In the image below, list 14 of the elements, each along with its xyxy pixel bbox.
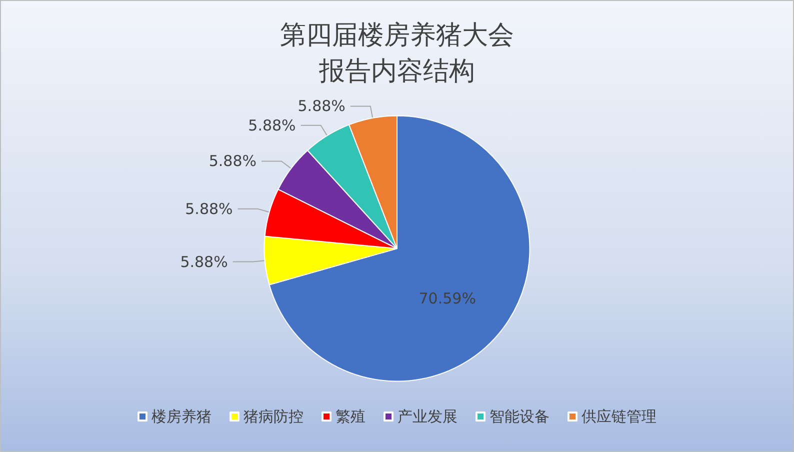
legend-label: 猪病防控 (244, 408, 304, 426)
data-label: 5.88% (180, 252, 228, 271)
legend-label: 供应链管理 (582, 408, 656, 426)
legend-label: 繁殖 (336, 408, 366, 426)
legend-label: 楼房养猪 (152, 408, 212, 426)
legend-label: 产业发展 (398, 408, 458, 426)
data-label: 5.88% (248, 116, 296, 134)
chart-title: 第四届楼房养猪大会 (280, 20, 514, 50)
chart-subtitle: 报告内容结构 (318, 56, 475, 86)
data-label: 5.88% (298, 97, 346, 116)
legend-label: 智能设备 (490, 408, 550, 426)
data-label: 70.59% (418, 289, 476, 308)
data-label: 5.88% (208, 152, 257, 170)
data-label: 5.88% (185, 200, 233, 218)
